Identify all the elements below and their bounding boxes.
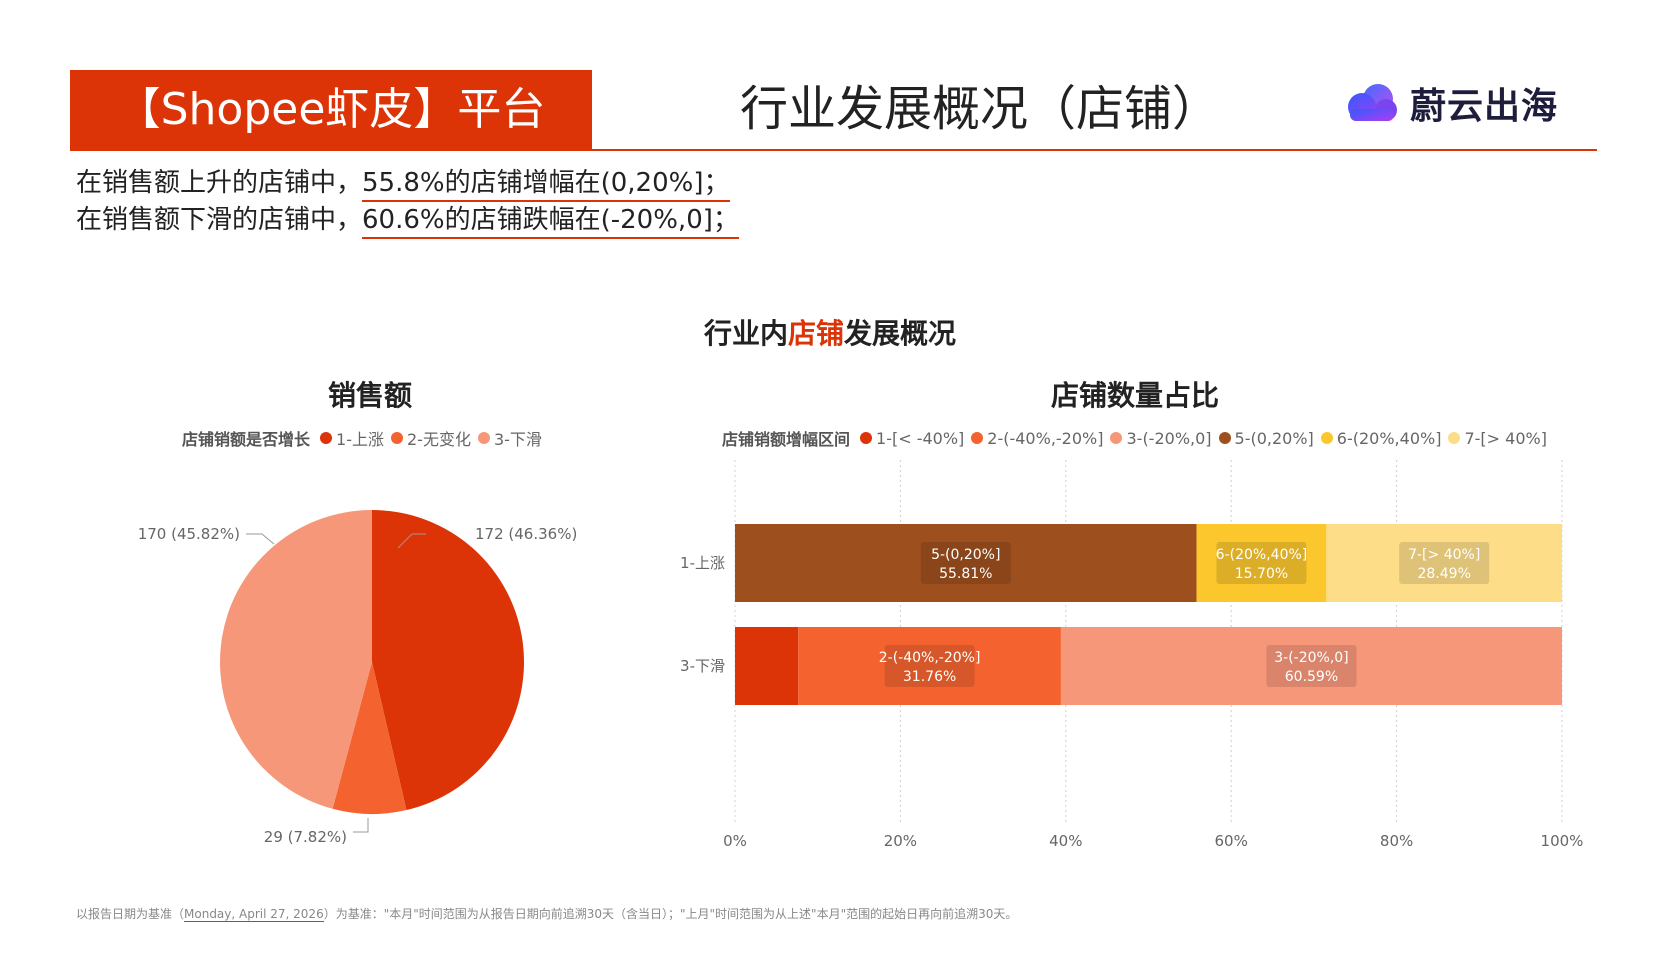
pie-leader-line	[397, 533, 426, 549]
x-tick-label: 40%	[1049, 832, 1082, 850]
legend-dot	[320, 432, 333, 444]
legend-item: 1-[< -40%]	[860, 429, 964, 448]
summary-highlight: 60.6%的店铺跌幅在(-20%,0]；	[362, 205, 739, 239]
platform-banner: 【Shopee虾皮】平台	[70, 70, 592, 150]
legend-dot	[1110, 432, 1123, 444]
footnote: 以报告日期为基准（Monday, April 27, 2026）为基准："本月"…	[76, 905, 1017, 922]
legend-item: 5-(0,20%]	[1218, 428, 1314, 448]
pie-slice	[372, 510, 524, 811]
pie-leader-line	[353, 818, 369, 833]
section-title: 行业内店铺发展概况	[0, 312, 1660, 352]
legend-label: 1-上涨	[336, 430, 384, 449]
legend-label: 3-(-20%,0]	[1126, 428, 1212, 448]
bar-legend-title: 店铺销额增幅区间	[722, 430, 851, 449]
pie-leader-line	[246, 533, 275, 545]
summary-line-rise: 在销售额上升的店铺中，55.8%的店铺增幅在(0,20%]；	[76, 166, 730, 202]
legend-dot	[390, 432, 403, 444]
summary-prefix: 在销售额上升的店铺中，	[76, 168, 363, 198]
data-label-value: 60.59%	[1285, 669, 1338, 685]
legend-label: 1-[< -40%]	[876, 428, 965, 448]
summary-prefix: 在销售额下滑的店铺中，	[76, 205, 363, 235]
data-label-value: 31.76%	[903, 669, 956, 685]
data-label-box	[1216, 542, 1307, 584]
legend-label: 2-(-40%,-20%]	[987, 428, 1104, 448]
legend-dot	[971, 432, 984, 444]
data-label-value: 55.81%	[939, 566, 992, 582]
legend-item: 7-[> 40%]	[1448, 429, 1547, 448]
legend-item: 6-(20%,40%]	[1320, 428, 1442, 448]
bar-segment	[798, 627, 1061, 705]
footnote-date: Monday, April 27, 2026	[184, 907, 324, 922]
stacked-bar-chart: 0% 20% 40% 60% 80% 100% 1-上涨 5-(0,20%] 55.81% 6-(…	[680, 460, 1584, 850]
legend-item: 3-(-20%,0]	[1110, 428, 1212, 448]
legend-label: 5-(0,20%]	[1234, 428, 1314, 448]
data-label-series: 3-(-20%,0]	[1274, 650, 1348, 666]
legend-item: 3-下滑	[477, 426, 542, 450]
data-label-box	[884, 645, 975, 687]
y-category-label: 3-下滑	[680, 657, 725, 675]
pie-slice	[332, 662, 407, 814]
data-label-box	[920, 542, 1011, 584]
bar-segment	[1060, 627, 1562, 705]
legend-label: 2-无变化	[406, 430, 471, 449]
footnote-before: 以报告日期为基准（	[76, 907, 185, 921]
data-label-series: 2-(-40%,-20%]	[879, 650, 981, 666]
legend-dot	[860, 432, 873, 444]
x-tick-label: 20%	[884, 832, 917, 850]
summary-highlight: 55.8%的店铺增幅在(0,20%]；	[362, 168, 730, 202]
legend-item: 2-(-40%,-20%]	[971, 429, 1103, 448]
page-title: 行业发展概况（店铺）	[739, 81, 1220, 137]
pie-chart: 172 (46.36%) 29 (7.82%) 170 (45.82%)	[138, 510, 577, 846]
section-title-before: 行业内	[703, 317, 788, 350]
header-divider	[70, 149, 1597, 151]
x-tick-label: 60%	[1215, 832, 1248, 850]
legend-label: 3-下滑	[493, 430, 542, 449]
pie-data-label: 172 (46.36%)	[475, 525, 577, 543]
x-tick-label: 100%	[1541, 832, 1584, 850]
legend-dot	[1218, 432, 1231, 444]
logo-text: 蔚云出海	[1410, 86, 1559, 127]
cloud-logo-icon	[1348, 84, 1397, 121]
pie-chart-title: 销售额	[327, 379, 412, 412]
logo: 蔚云出海	[1340, 70, 1590, 136]
legend-dot	[1448, 432, 1461, 444]
pie-data-label: 170 (45.82%)	[138, 525, 240, 543]
bar-legend: 店铺销额增幅区间 1-[< -40%] 2-(-40%,-20%] 3-(-20%,…	[722, 426, 1554, 450]
pie-legend-title: 店铺销额是否增长	[182, 430, 311, 449]
data-label-box	[1266, 645, 1357, 687]
pie-data-label: 29 (7.82%)	[264, 828, 347, 846]
legend-item: 1-上涨	[320, 426, 384, 450]
bar-segment	[735, 627, 799, 705]
data-label-series: 7-[> 40%]	[1408, 547, 1480, 563]
bar-segment	[735, 524, 1197, 602]
bar-segment	[1326, 524, 1562, 602]
section-title-after: 发展概况	[844, 317, 957, 350]
x-tick-label: 0%	[723, 832, 747, 850]
data-label-value: 28.49%	[1417, 566, 1470, 582]
footnote-after: ）为基准："本月"时间范围为从报告日期向前追溯30天（含当日）；"上月"时间范围…	[323, 907, 1018, 921]
legend-label: 7-[> 40%]	[1464, 428, 1547, 448]
pie-slice	[219, 510, 372, 809]
bar-chart-title: 店铺数量占比	[1050, 379, 1219, 412]
legend-dot	[1320, 432, 1333, 444]
legend-label: 6-(20%,40%]	[1336, 428, 1442, 448]
x-tick-label: 80%	[1380, 832, 1413, 850]
pie-legend: 店铺销额是否增长 1-上涨 2-无变化 3-下滑	[182, 426, 549, 450]
summary-line-fall: 在销售额下滑的店铺中，60.6%的店铺跌幅在(-20%,0]；	[76, 203, 739, 239]
bar-segment	[1196, 524, 1327, 602]
data-label-series: 6-(20%,40%]	[1216, 547, 1308, 563]
legend-item: 2-无变化	[390, 426, 471, 450]
data-label-value: 15.70%	[1235, 566, 1288, 582]
y-category-label: 1-上涨	[680, 554, 725, 572]
section-title-accent: 店铺	[787, 317, 844, 350]
data-label-series: 5-(0,20%]	[931, 547, 1000, 563]
data-label-box	[1399, 542, 1490, 584]
legend-dot	[477, 432, 490, 444]
